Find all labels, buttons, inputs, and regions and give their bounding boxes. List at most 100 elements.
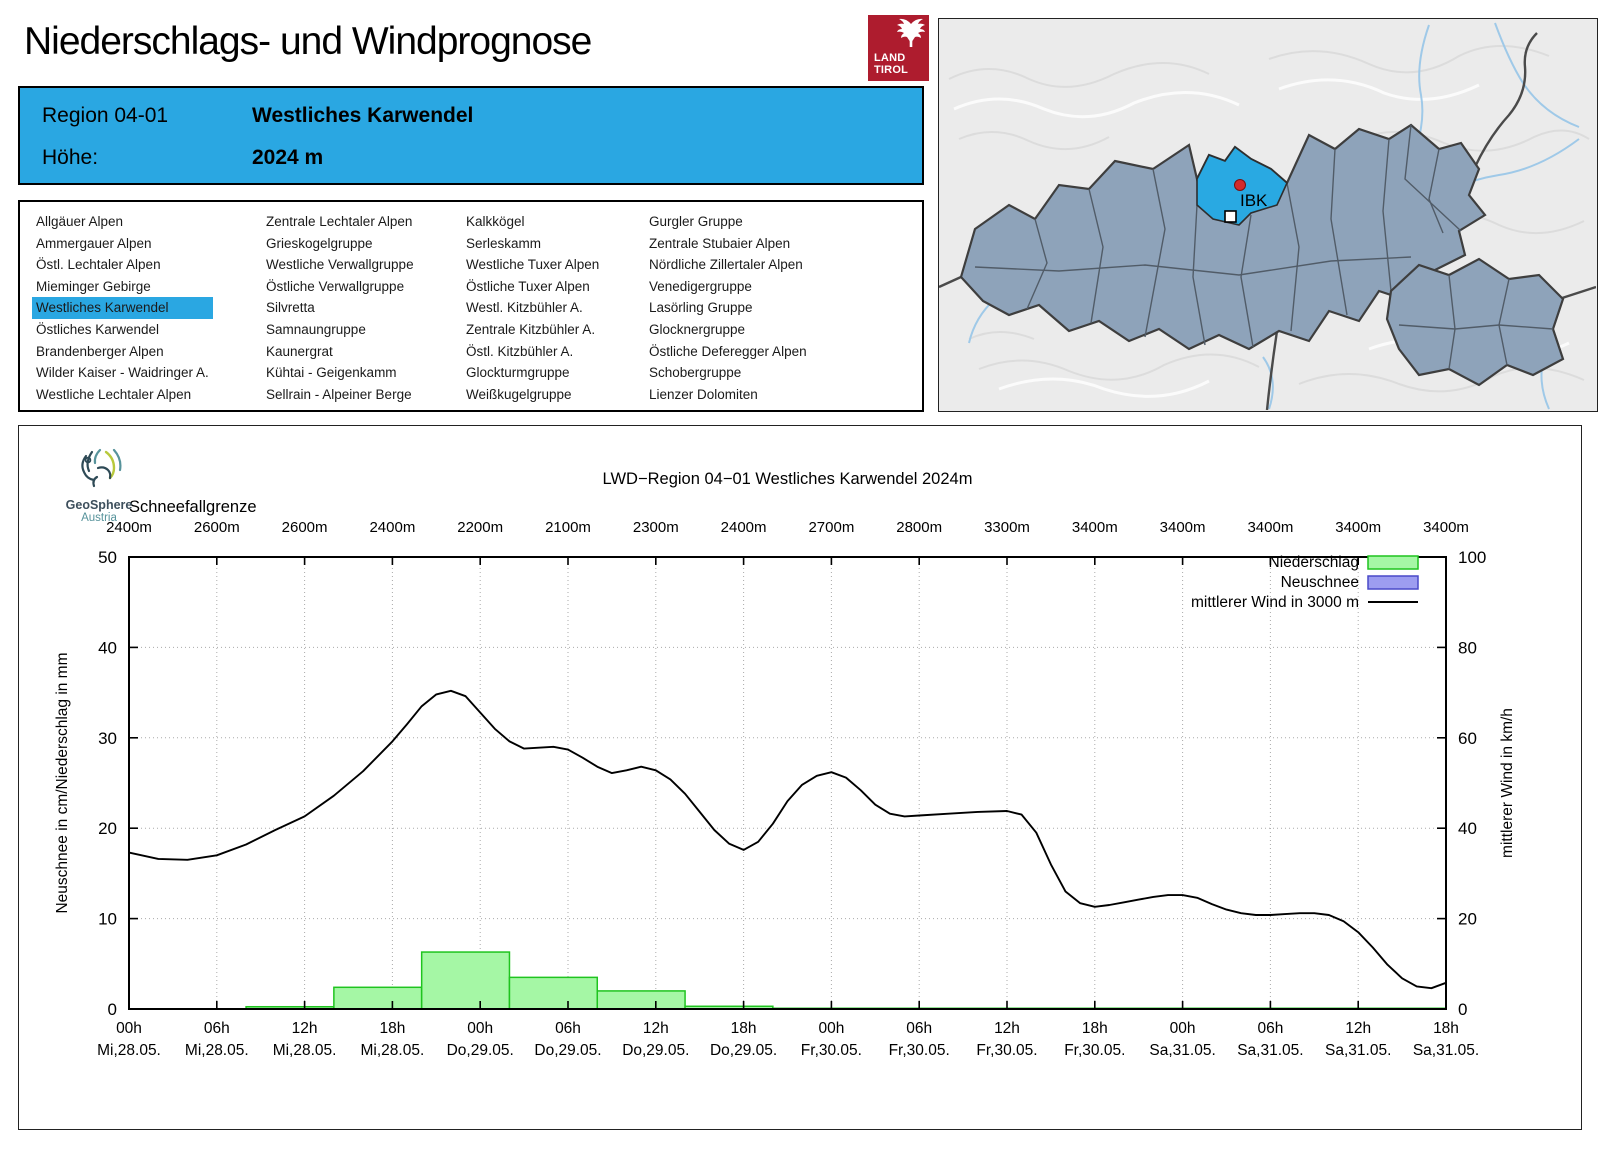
region-item[interactable]: Venedigergruppe	[649, 278, 752, 294]
right-axis-tick-label: 40	[1458, 819, 1477, 838]
x-hour-label: 06h	[906, 1020, 932, 1037]
region-item-selected[interactable]: Westliches Karwendel	[32, 297, 213, 319]
right-axis-tick-label: 20	[1458, 910, 1477, 929]
region-item[interactable]: Nördliche Zillertaler Alpen	[649, 257, 803, 273]
region-item[interactable]: Lienzer Dolomiten	[649, 386, 758, 402]
tirol-region-map[interactable]: IBK	[938, 18, 1598, 412]
x-hour-label: 06h	[204, 1020, 230, 1037]
x-date-label: Do,29.05.	[447, 1042, 514, 1059]
region-item[interactable]: Westliche Tuxer Alpen	[466, 257, 600, 273]
x-date-label: Mi,28.05.	[361, 1042, 425, 1059]
region-item[interactable]: Schobergruppe	[649, 365, 742, 381]
region-item[interactable]: Östl. Kitzbühler A.	[466, 343, 574, 359]
map-north-tirol[interactable]	[959, 123, 1487, 351]
geosphere-name: GeoSphere	[65, 498, 133, 512]
region-item[interactable]: Glockturmgruppe	[466, 365, 570, 381]
geosphere-sub: Austria	[81, 512, 117, 524]
legend-label: mittlerer Wind in 3000 m	[1191, 594, 1359, 611]
tirol-logo-text: LAND TIROL	[874, 52, 908, 76]
region-item[interactable]: Glocknergruppe	[649, 321, 746, 337]
region-item[interactable]: Kalkkögel	[466, 214, 525, 229]
altitude-value: 2024 m	[252, 146, 324, 169]
region-item[interactable]: Östl. Lechtaler Alpen	[36, 257, 161, 273]
precipitation-bars	[245, 951, 1447, 1010]
region-number-label: Region 04-01	[42, 104, 169, 127]
geosphere-spiral-icon	[81, 448, 122, 488]
altitude-label: Höhe:	[42, 146, 99, 169]
region-item[interactable]: Westl. Kitzbühler A.	[466, 300, 583, 316]
x-date-label: Do,29.05.	[534, 1042, 601, 1059]
precip-bar	[596, 990, 686, 1010]
left-axis-tick-label: 10	[98, 910, 117, 929]
legend-swatch	[1367, 575, 1419, 590]
x-hour-label: 00h	[116, 1020, 142, 1037]
snowline-value: 2400m	[369, 519, 415, 536]
region-item[interactable]: Weißkugelgruppe	[466, 386, 572, 402]
snowline-value: 2300m	[633, 519, 679, 536]
right-axis-tick-label: 0	[1458, 1000, 1467, 1019]
snowline-label: Schneefallgrenze	[129, 498, 257, 516]
snowline-value: 2400m	[106, 519, 152, 536]
region-item[interactable]: Wilder Kaiser - Waidringer A.	[36, 365, 209, 381]
snowline-value: 2700m	[808, 519, 854, 536]
left-axis-tick-label: 50	[98, 548, 117, 567]
region-item[interactable]: Kühtai - Geigenkamm	[266, 365, 397, 381]
forecast-chart: LWD−Region 04−01 Westliches Karwendel 20…	[54, 470, 1516, 1059]
snowline-value: 2600m	[194, 519, 240, 536]
region-item[interactable]: Östliche Deferegger Alpen	[649, 343, 807, 359]
region-item[interactable]: Ammergauer Alpen	[36, 235, 152, 251]
snowline-value: 3300m	[984, 519, 1030, 536]
x-hour-label: 12h	[643, 1020, 669, 1037]
region-header: Region 04-01 Westliches Karwendel Höhe: …	[18, 86, 924, 185]
region-item[interactable]: Zentrale Lechtaler Alpen	[266, 214, 413, 229]
left-axis-title: Neuschnee in cm/Niederschlag in mm	[54, 652, 71, 913]
region-item[interactable]: Gurgler Gruppe	[649, 214, 743, 229]
region-item[interactable]: Lasörling Gruppe	[649, 300, 753, 316]
region-item[interactable]: Östliche Verwallgruppe	[266, 278, 405, 294]
x-date-label: Fr,30.05.	[801, 1042, 862, 1059]
region-item[interactable]: Sellrain - Alpeiner Berge	[266, 386, 412, 402]
snowline-value: 2400m	[721, 519, 767, 536]
x-date-label: Sa,31.05.	[1413, 1042, 1479, 1059]
right-axis-tick-label: 100	[1458, 548, 1486, 567]
forecast-chart-panel: GeoSphere Austria LWD−Region 04−01 Westl…	[18, 425, 1582, 1130]
map-east-region-borders	[1398, 274, 1554, 370]
x-hour-label: 06h	[1257, 1020, 1283, 1037]
legend-swatch	[1367, 555, 1419, 570]
precip-bar	[420, 951, 511, 1010]
region-item[interactable]: Allgäuer Alpen	[36, 214, 124, 229]
region-item[interactable]: Mieminger Gebirge	[36, 278, 151, 294]
axis-ticks	[128, 556, 1447, 1010]
snowline-value: 2600m	[282, 519, 328, 536]
x-date-label: Mi,28.05.	[185, 1042, 249, 1059]
region-item[interactable]: Silvretta	[266, 300, 315, 316]
x-hour-label: 12h	[994, 1020, 1020, 1037]
map-region-borders	[974, 124, 1462, 348]
left-axis-tick-label: 20	[98, 819, 117, 838]
region-item[interactable]: Westliche Verwallgruppe	[266, 257, 414, 273]
region-name: Westliches Karwendel	[252, 104, 474, 127]
chart-title: LWD−Region 04−01 Westliches Karwendel 20…	[603, 470, 973, 488]
region-item[interactable]: Zentrale Kitzbühler A.	[466, 321, 596, 337]
snowline-value: 3400m	[1072, 519, 1118, 536]
precip-bar	[508, 976, 599, 1010]
region-item[interactable]: Östliches Karwendel	[36, 321, 160, 337]
land-tirol-logo: LAND TIROL	[868, 15, 929, 81]
snowline-value: 3400m	[1423, 519, 1469, 536]
region-item[interactable]: Serleskamm	[466, 235, 542, 251]
map-station-square-marker	[1224, 210, 1237, 223]
plot-frame	[128, 556, 1447, 1010]
x-date-label: Do,29.05.	[622, 1042, 689, 1059]
x-hour-label: 18h	[731, 1020, 757, 1037]
region-item[interactable]: Kaunergrat	[266, 343, 333, 359]
region-item[interactable]: Grieskogelgruppe	[266, 235, 373, 251]
region-item[interactable]: Zentrale Stubaier Alpen	[649, 235, 791, 251]
region-item[interactable]: Westliche Lechtaler Alpen	[36, 386, 192, 402]
region-item[interactable]: Brandenberger Alpen	[36, 343, 164, 359]
left-axis-tick-label: 0	[108, 1000, 117, 1019]
map-east-tirol[interactable]	[1385, 257, 1565, 387]
x-hour-label: 00h	[467, 1020, 493, 1037]
wind-line	[128, 689, 1447, 990]
region-item[interactable]: Samnaungruppe	[266, 321, 366, 337]
region-item[interactable]: Östliche Tuxer Alpen	[466, 278, 590, 294]
